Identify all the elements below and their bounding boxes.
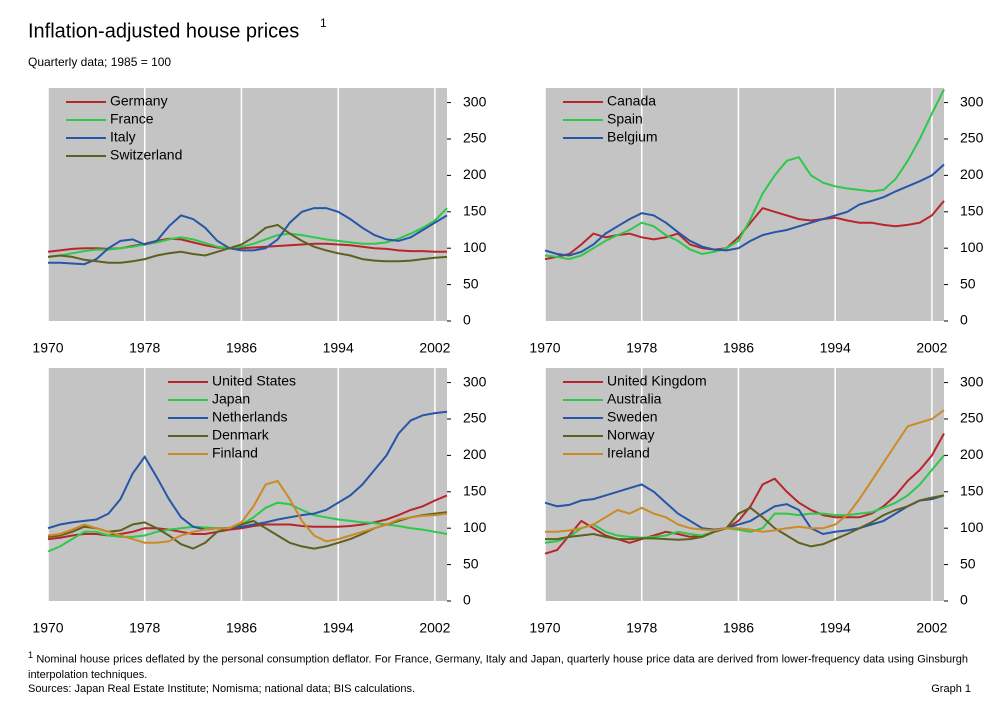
x-tick-label: 1986 xyxy=(226,620,257,636)
y-tick-label: 100 xyxy=(960,239,984,255)
x-tick-label: 1994 xyxy=(323,340,354,356)
legend-label: Sweden xyxy=(607,409,658,425)
x-tick-label: 1978 xyxy=(129,620,160,636)
series-line xyxy=(545,409,945,533)
sources: Sources: Japan Real Estate Institute; No… xyxy=(28,683,416,695)
footnote-mark: 1 xyxy=(28,650,34,660)
y-tick-label: 150 xyxy=(960,202,984,218)
series-line xyxy=(544,454,945,544)
subtitle: Quarterly data; 1985 = 100 xyxy=(28,55,171,69)
title-mark: 1 xyxy=(320,16,327,30)
plot-area xyxy=(48,88,447,321)
y-tick-label: 300 xyxy=(463,373,487,389)
legend-label: Switzerland xyxy=(110,147,182,163)
x-tick-label: 2002 xyxy=(419,620,450,636)
x-tick-label: 1986 xyxy=(723,620,754,636)
x-tick-label: 1994 xyxy=(820,340,851,356)
y-tick-label: 200 xyxy=(463,446,487,462)
legend-label: Italy xyxy=(110,129,136,145)
plot-area xyxy=(48,368,447,601)
legend-label: Denmark xyxy=(212,427,270,443)
legend-label: Japan xyxy=(212,391,250,407)
y-tick-label: 250 xyxy=(463,130,487,146)
legend-label: Finland xyxy=(212,445,258,461)
x-tick-label: 1994 xyxy=(820,620,851,636)
series-line xyxy=(47,501,448,553)
y-tick-label: 200 xyxy=(960,166,984,182)
legend-label: Spain xyxy=(607,111,643,127)
legend-label: United Kingdom xyxy=(607,373,707,389)
y-tick-label: 50 xyxy=(960,555,976,571)
legend-label: Germany xyxy=(110,93,168,109)
x-tick-label: 1978 xyxy=(626,340,657,356)
plot-area xyxy=(545,88,944,321)
y-tick-label: 0 xyxy=(463,312,471,328)
y-tick-label: 300 xyxy=(463,93,487,109)
y-tick-label: 100 xyxy=(960,519,984,535)
y-tick-label: 0 xyxy=(960,592,968,608)
series-line xyxy=(48,207,448,266)
y-tick-label: 50 xyxy=(463,555,479,571)
legend-label: Norway xyxy=(607,427,654,443)
x-tick-label: 1978 xyxy=(129,340,160,356)
x-tick-label: 2002 xyxy=(419,340,450,356)
series-line xyxy=(47,207,448,258)
plot-area xyxy=(545,368,944,601)
y-tick-label: 100 xyxy=(463,519,487,535)
x-tick-label: 1994 xyxy=(323,620,354,636)
x-tick-label: 2002 xyxy=(916,620,947,636)
legend-label: Australia xyxy=(607,391,662,407)
series-line xyxy=(47,494,448,541)
x-tick-label: 1978 xyxy=(626,620,657,636)
x-tick-label: 2002 xyxy=(916,340,947,356)
series-line xyxy=(47,479,448,544)
chart: Inflation-adjusted house prices 1 Quarte… xyxy=(28,16,984,636)
series-line xyxy=(544,483,945,536)
y-tick-label: 300 xyxy=(960,373,984,389)
series-line xyxy=(545,494,945,548)
y-tick-label: 200 xyxy=(463,166,487,182)
x-tick-label: 1986 xyxy=(226,340,257,356)
series-line xyxy=(47,410,448,531)
x-tick-label: 1970 xyxy=(529,620,560,636)
y-tick-label: 200 xyxy=(960,446,984,462)
footnote-text: Nominal house prices deflated by the per… xyxy=(28,653,968,681)
graph-label: Graph 1 xyxy=(931,683,971,695)
legend-label: Canada xyxy=(607,93,656,109)
legend-label: Netherlands xyxy=(212,409,288,425)
y-tick-label: 150 xyxy=(463,202,487,218)
x-tick-label: 1986 xyxy=(723,340,754,356)
legend-label: Belgium xyxy=(607,129,658,145)
y-tick-label: 0 xyxy=(960,312,968,328)
y-tick-label: 250 xyxy=(960,410,984,426)
footnote: 1 Nominal house prices deflated by the p… xyxy=(28,648,968,683)
y-tick-label: 100 xyxy=(463,239,487,255)
series-line xyxy=(544,89,945,261)
y-tick-label: 250 xyxy=(463,410,487,426)
y-tick-label: 50 xyxy=(960,275,976,291)
y-tick-label: 150 xyxy=(463,482,487,498)
y-tick-label: 0 xyxy=(463,592,471,608)
y-tick-label: 300 xyxy=(960,93,984,109)
legend-label: Ireland xyxy=(607,445,650,461)
legend-label: France xyxy=(110,111,154,127)
legend-label: United States xyxy=(212,373,296,389)
y-tick-label: 50 xyxy=(463,275,479,291)
x-tick-label: 1970 xyxy=(529,340,560,356)
series-line xyxy=(47,223,448,264)
series-line xyxy=(544,163,945,257)
y-tick-label: 250 xyxy=(960,130,984,146)
title: Inflation-adjusted house prices xyxy=(28,20,299,42)
x-tick-label: 1970 xyxy=(32,620,63,636)
y-tick-label: 150 xyxy=(960,482,984,498)
x-tick-label: 1970 xyxy=(32,340,63,356)
